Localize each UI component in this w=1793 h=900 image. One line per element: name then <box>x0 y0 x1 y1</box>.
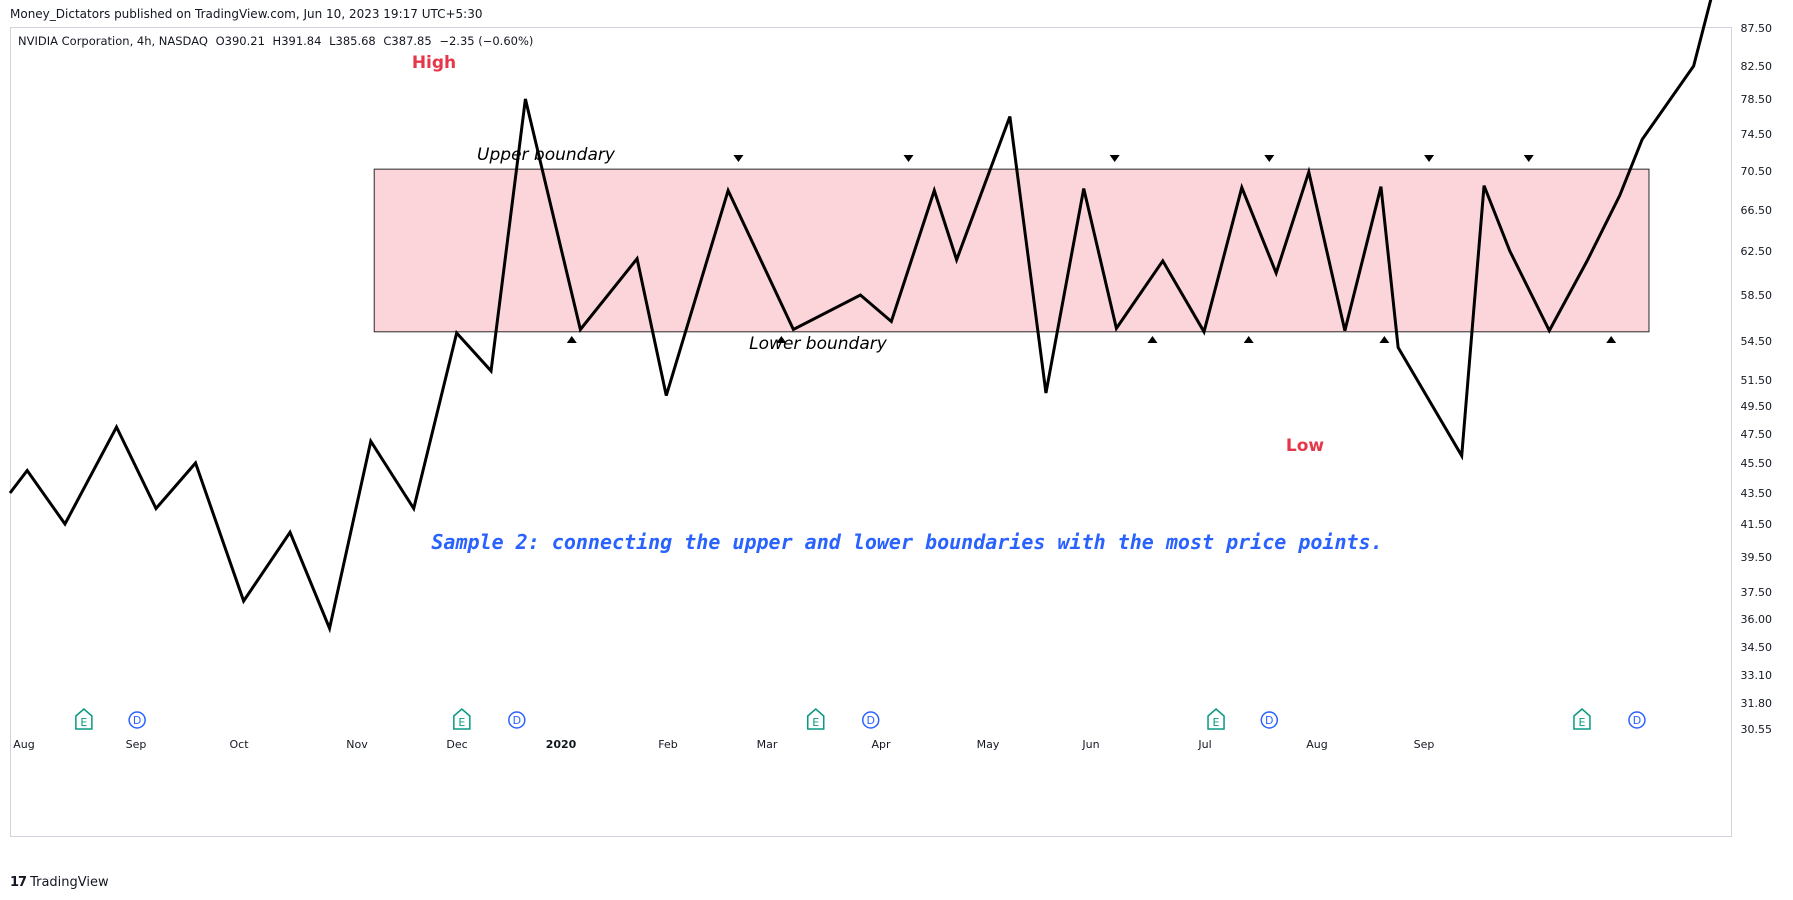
earnings-icon-label: E <box>1213 716 1220 729</box>
dividend-icon-label: D <box>866 714 874 727</box>
upper-touch-marker <box>733 155 744 162</box>
x-tick-label: Nov <box>346 738 368 751</box>
earnings-icon <box>453 708 471 730</box>
dividend-icon <box>508 711 526 729</box>
open-value: O390.21 <box>215 34 265 48</box>
x-tick-label: Sep <box>126 738 147 751</box>
y-tick-label: 31.80 <box>1741 697 1773 710</box>
y-tick-label: 37.50 <box>1741 586 1773 599</box>
upper-touch-marker <box>1424 155 1435 162</box>
lower-boundary-label: Lower boundary <box>749 334 888 354</box>
upper-touch-marker <box>1523 155 1534 162</box>
x-tick-label: Dec <box>446 738 467 751</box>
y-tick-label: 78.50 <box>1741 93 1773 106</box>
lower-touch-marker <box>1243 336 1254 343</box>
earnings-icon <box>806 708 825 730</box>
x-tick-label: Aug <box>1306 738 1327 751</box>
y-tick-label: 70.50 <box>1741 165 1773 178</box>
tradingview-brand: TradingView <box>30 875 109 890</box>
x-tick-label: Feb <box>658 738 677 751</box>
upper-boundary-label: Upper boundary <box>477 145 616 165</box>
tradingview-watermark[interactable]: 17 TradingView <box>10 875 109 890</box>
dividend-icon <box>1628 711 1646 729</box>
y-tick-label: 47.50 <box>1741 428 1773 441</box>
dividend-icon <box>128 711 146 729</box>
upper-touch-marker <box>1109 155 1120 162</box>
dividend-icon-label: D <box>1265 714 1273 727</box>
symbol-info-bar: NVIDIA Corporation, 4h, NASDAQ O390.21 H… <box>18 34 537 48</box>
range-box <box>373 168 1650 333</box>
x-tick-label: May <box>977 738 1000 751</box>
change-value: −2.35 (−0.60%) <box>439 34 534 48</box>
x-tick-label: Sep <box>1414 738 1435 751</box>
y-tick-label: 39.50 <box>1741 551 1773 564</box>
y-tick-label: 62.50 <box>1741 245 1773 258</box>
dividend-icon <box>1260 711 1279 729</box>
earnings-icon <box>75 708 93 730</box>
y-tick-label: 74.50 <box>1741 128 1773 141</box>
y-tick-label: 45.50 <box>1741 457 1773 470</box>
earnings-icon-label: E <box>80 716 87 729</box>
high-value: H391.84 <box>272 34 322 48</box>
high-label: High <box>412 53 456 73</box>
y-tick-label: 54.50 <box>1741 335 1773 348</box>
lower-touch-marker <box>776 336 787 343</box>
y-tick-label: 34.50 <box>1741 641 1773 654</box>
y-tick-label: 58.50 <box>1741 289 1773 302</box>
earnings-icon-label: E <box>1578 716 1585 729</box>
upper-touch-marker <box>1264 155 1275 162</box>
y-tick-label: 87.50 <box>1741 22 1773 35</box>
y-tick-label: 49.50 <box>1741 400 1773 413</box>
x-tick-label: Oct <box>229 738 249 751</box>
earnings-icon-label: E <box>458 716 465 729</box>
x-tick-label: Apr <box>871 738 891 751</box>
dividend-icon-label: D <box>1633 714 1641 727</box>
dividend-icon-label: D <box>133 714 141 727</box>
close-value: C387.85 <box>383 34 432 48</box>
low-value: L385.68 <box>329 34 376 48</box>
x-tick-label: Jun <box>1081 738 1099 751</box>
y-tick-label: 33.10 <box>1741 669 1773 682</box>
lower-touch-marker <box>1606 336 1617 343</box>
y-tick-label: 43.50 <box>1741 487 1773 500</box>
tradingview-logo-icon: 17 <box>10 875 27 890</box>
earnings-icon <box>1207 708 1225 730</box>
lower-touch-marker <box>1147 336 1158 343</box>
lower-touch-marker <box>1379 336 1390 343</box>
upper-touch-marker <box>903 155 914 162</box>
x-tick-label: 2020 <box>546 738 577 751</box>
publisher-line: Money_Dictators published on TradingView… <box>10 7 483 21</box>
dividend-icon <box>861 711 880 729</box>
x-tick-label: Aug <box>13 738 34 751</box>
x-tick-label: Mar <box>757 738 778 751</box>
chart-frame <box>10 27 1732 837</box>
lower-touch-marker <box>566 336 577 343</box>
y-tick-label: 41.50 <box>1741 518 1773 531</box>
x-tick-label: Jul <box>1197 738 1211 751</box>
y-tick-label: 51.50 <box>1741 374 1773 387</box>
dividend-icon-label: D <box>513 714 521 727</box>
price-line <box>8 0 1713 634</box>
earnings-icon-label: E <box>812 716 819 729</box>
low-label: Low <box>1286 436 1325 456</box>
y-tick-label: 66.50 <box>1741 204 1773 217</box>
symbol-name[interactable]: NVIDIA Corporation, 4h, NASDAQ <box>18 34 208 48</box>
y-tick-label: 82.50 <box>1741 60 1773 73</box>
y-tick-label: 36.00 <box>1741 613 1773 626</box>
earnings-icon <box>1573 708 1591 730</box>
chart-caption: Sample 2: connecting the upper and lower… <box>431 530 1382 554</box>
y-tick-label: 30.55 <box>1741 723 1773 736</box>
